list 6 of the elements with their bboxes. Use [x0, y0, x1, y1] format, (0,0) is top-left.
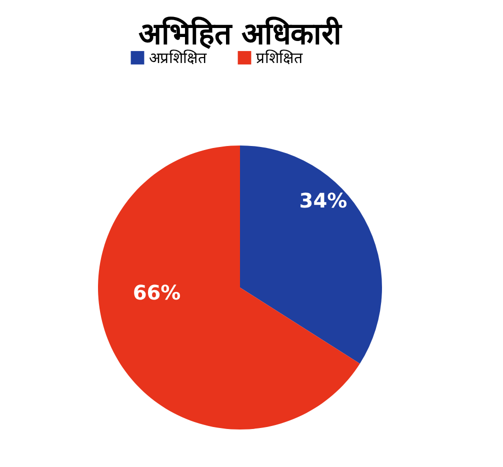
legend-label: प्रशिक्षित — [256, 48, 303, 67]
legend-label: अप्रशिक्षित — [149, 48, 207, 67]
pie-slice — [240, 146, 382, 364]
data-label: 66% — [132, 280, 181, 304]
pie-slice — [98, 146, 360, 430]
data-label: 34% — [299, 188, 348, 213]
